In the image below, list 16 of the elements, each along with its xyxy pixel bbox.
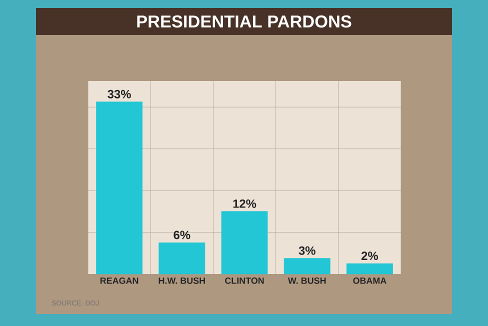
data-label: 6%: [174, 230, 190, 240]
bar: [158, 242, 206, 274]
x-tick-label: H.W. BUSH: [158, 278, 205, 284]
bar: [346, 263, 393, 274]
data-label: 2%: [361, 252, 378, 260]
x-tick-label: W. BUSH: [288, 278, 326, 284]
bar: [96, 102, 143, 274]
data-label: 3%: [298, 246, 316, 255]
x-tick-label: REAGAN: [100, 278, 138, 284]
x-tick-label: OBAMA: [353, 278, 386, 284]
data-label: 33%: [108, 90, 131, 98]
chart-title: PRESIDENTIAL PARDONS: [137, 15, 352, 28]
x-tick-label: CLINTON: [225, 278, 264, 284]
bar: [284, 258, 330, 274]
bar: [221, 211, 268, 274]
data-label: 12%: [233, 199, 256, 208]
